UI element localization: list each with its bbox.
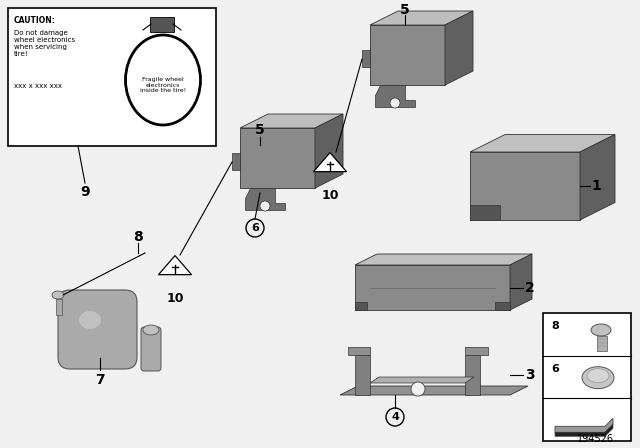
- Polygon shape: [340, 386, 528, 395]
- Polygon shape: [355, 265, 510, 310]
- Polygon shape: [470, 134, 615, 152]
- Ellipse shape: [582, 366, 614, 389]
- Polygon shape: [580, 134, 615, 220]
- Polygon shape: [314, 153, 346, 172]
- Polygon shape: [555, 424, 613, 436]
- Ellipse shape: [591, 324, 611, 336]
- Text: 9: 9: [80, 185, 90, 199]
- Polygon shape: [232, 153, 240, 170]
- Polygon shape: [370, 377, 474, 383]
- Polygon shape: [465, 355, 480, 395]
- Text: 10: 10: [321, 189, 339, 202]
- Ellipse shape: [143, 325, 159, 335]
- Text: 8: 8: [133, 230, 143, 244]
- Polygon shape: [355, 355, 370, 395]
- Text: 8: 8: [551, 321, 559, 331]
- Polygon shape: [445, 11, 473, 85]
- Text: 194526: 194526: [577, 434, 614, 444]
- Polygon shape: [315, 114, 343, 188]
- Polygon shape: [370, 11, 473, 25]
- Circle shape: [260, 201, 270, 211]
- Text: 2: 2: [525, 281, 535, 295]
- Text: CAUTION:: CAUTION:: [14, 16, 56, 25]
- FancyBboxPatch shape: [150, 17, 174, 32]
- Text: 4: 4: [391, 412, 399, 422]
- Text: 7: 7: [95, 373, 105, 387]
- Polygon shape: [555, 418, 613, 432]
- Polygon shape: [159, 256, 191, 275]
- Ellipse shape: [587, 369, 609, 383]
- FancyBboxPatch shape: [56, 298, 61, 314]
- Polygon shape: [465, 347, 488, 355]
- Polygon shape: [375, 85, 415, 107]
- FancyBboxPatch shape: [141, 327, 161, 371]
- Text: Fragile wheel
electronics
inside the tire!: Fragile wheel electronics inside the tir…: [140, 77, 186, 93]
- Text: 1: 1: [591, 179, 601, 193]
- Polygon shape: [470, 152, 580, 220]
- Polygon shape: [355, 254, 532, 265]
- Ellipse shape: [125, 35, 200, 125]
- Polygon shape: [362, 50, 370, 67]
- Polygon shape: [370, 25, 445, 85]
- Text: 6: 6: [251, 223, 259, 233]
- FancyBboxPatch shape: [58, 290, 137, 369]
- Text: 5: 5: [255, 123, 265, 137]
- Polygon shape: [240, 114, 343, 128]
- Text: 10: 10: [166, 292, 184, 305]
- Text: 3: 3: [525, 368, 535, 382]
- Polygon shape: [245, 188, 285, 210]
- FancyBboxPatch shape: [8, 8, 216, 146]
- Polygon shape: [240, 128, 315, 188]
- Polygon shape: [495, 302, 510, 310]
- Text: Do not damage
wheel electronics
when servicing
tire!: Do not damage wheel electronics when ser…: [14, 30, 75, 57]
- Ellipse shape: [79, 311, 101, 329]
- Ellipse shape: [52, 291, 64, 299]
- Circle shape: [411, 382, 425, 396]
- Circle shape: [390, 98, 400, 108]
- FancyBboxPatch shape: [543, 313, 631, 441]
- Polygon shape: [510, 254, 532, 310]
- Text: 6: 6: [551, 364, 559, 374]
- Polygon shape: [355, 302, 367, 310]
- Text: xxx x xxx xxx: xxx x xxx xxx: [14, 83, 62, 89]
- FancyBboxPatch shape: [596, 336, 607, 350]
- Polygon shape: [348, 347, 370, 355]
- Text: 5: 5: [400, 3, 410, 17]
- Polygon shape: [470, 205, 500, 220]
